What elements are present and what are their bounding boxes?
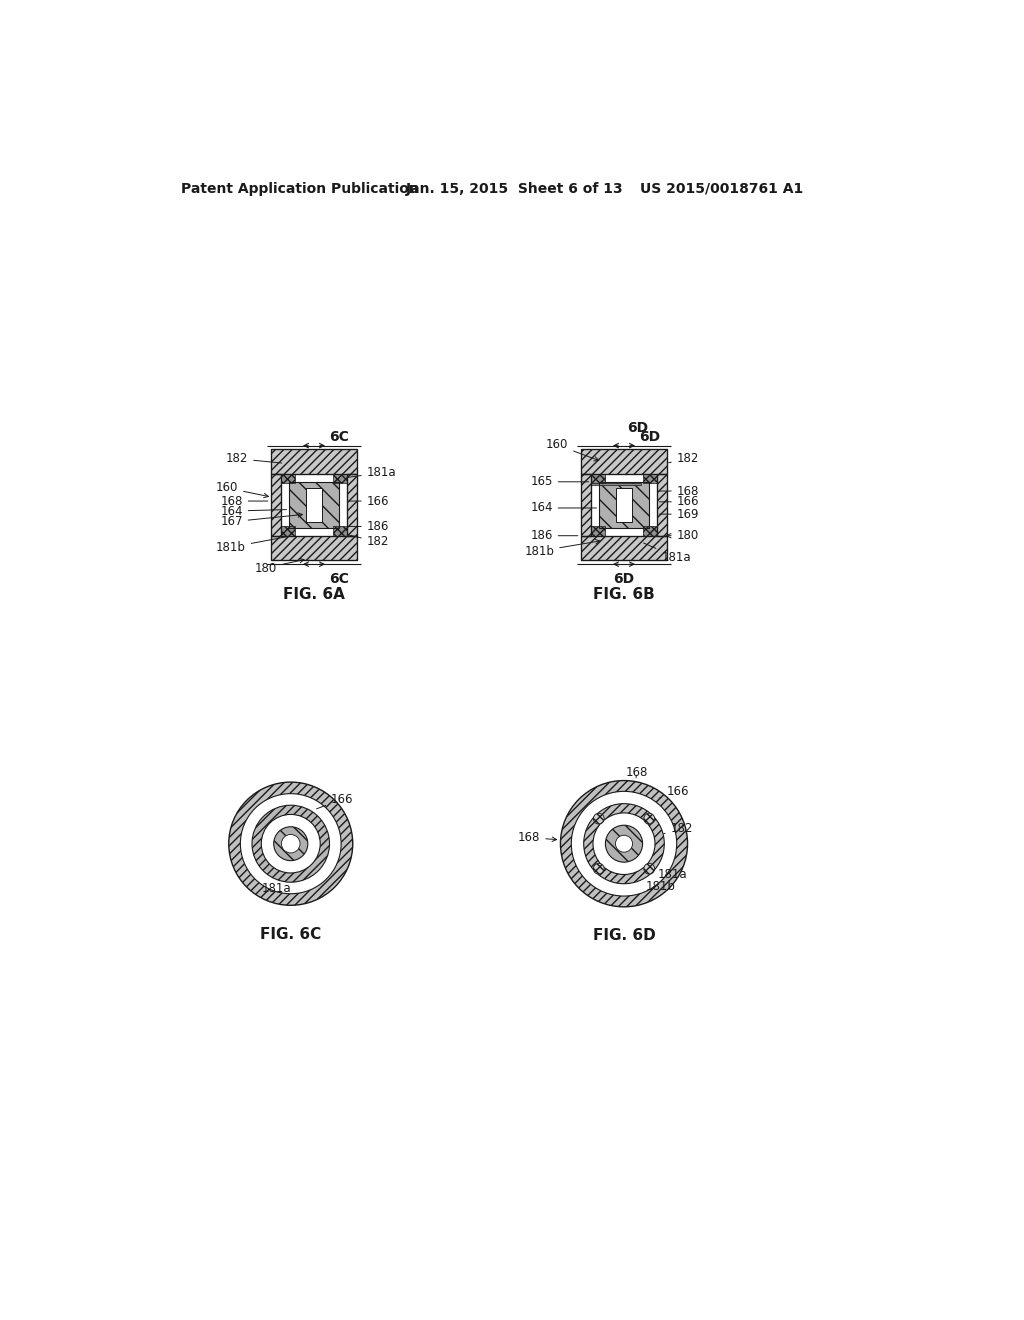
Bar <box>270 536 357 561</box>
Text: 181b: 181b <box>524 540 600 557</box>
Text: 165: 165 <box>530 475 589 488</box>
Text: Jan. 15, 2015  Sheet 6 of 13: Jan. 15, 2015 Sheet 6 of 13 <box>406 182 623 195</box>
Bar <box>306 488 322 521</box>
Bar <box>581 474 592 536</box>
Text: 180: 180 <box>667 529 699 543</box>
Text: 181b: 181b <box>641 878 676 892</box>
Text: 181a: 181a <box>262 875 292 895</box>
Text: 181a: 181a <box>651 869 688 880</box>
Text: 166: 166 <box>659 785 689 799</box>
Circle shape <box>605 825 643 862</box>
Text: FIG. 6D: FIG. 6D <box>593 928 655 944</box>
Bar <box>643 527 656 536</box>
Circle shape <box>560 780 687 907</box>
Bar <box>656 474 668 536</box>
Text: 182: 182 <box>669 453 699 465</box>
Bar <box>592 527 605 536</box>
Text: 6D: 6D <box>627 421 648 434</box>
Text: 186: 186 <box>349 520 389 533</box>
Bar <box>346 474 357 536</box>
Bar <box>282 527 295 536</box>
Circle shape <box>252 805 330 882</box>
Text: 6C: 6C <box>330 430 349 444</box>
Text: 166: 166 <box>349 495 389 508</box>
Bar <box>581 450 668 474</box>
Bar <box>616 488 632 521</box>
Text: 182: 182 <box>225 453 282 465</box>
Bar <box>270 450 357 474</box>
Circle shape <box>273 826 308 861</box>
Text: 164: 164 <box>220 504 287 517</box>
Text: 164: 164 <box>530 502 596 515</box>
Circle shape <box>584 804 665 884</box>
Bar <box>581 474 592 536</box>
Text: 160: 160 <box>216 482 268 498</box>
Text: FIG. 6C: FIG. 6C <box>260 927 322 942</box>
Bar <box>289 482 339 528</box>
Circle shape <box>282 834 300 853</box>
Text: 182: 182 <box>664 822 693 834</box>
Bar <box>643 474 656 483</box>
Text: 186: 186 <box>530 529 578 543</box>
Circle shape <box>241 793 341 894</box>
Bar <box>581 536 668 561</box>
Circle shape <box>228 781 352 906</box>
Text: 181a: 181a <box>342 466 396 479</box>
Bar <box>333 527 346 536</box>
Text: Patent Application Publication: Patent Application Publication <box>180 182 419 195</box>
Circle shape <box>593 813 604 824</box>
Bar <box>270 536 357 561</box>
Text: 166: 166 <box>659 495 699 508</box>
Text: 6D: 6D <box>613 572 635 586</box>
Bar <box>270 474 282 536</box>
Bar <box>581 536 668 561</box>
Bar <box>656 474 668 536</box>
Text: US 2015/0018761 A1: US 2015/0018761 A1 <box>640 182 803 195</box>
Text: 168: 168 <box>626 767 648 779</box>
Text: FIG. 6A: FIG. 6A <box>283 587 345 602</box>
Bar <box>581 450 668 474</box>
Text: 181a: 181a <box>644 543 691 564</box>
Bar <box>270 450 357 474</box>
Bar <box>592 474 605 483</box>
Circle shape <box>261 814 321 873</box>
Circle shape <box>644 813 654 824</box>
Bar <box>333 474 346 483</box>
Text: 160: 160 <box>546 438 599 461</box>
Bar <box>592 483 641 484</box>
Text: 166: 166 <box>316 792 353 809</box>
Circle shape <box>593 863 604 874</box>
Bar <box>270 474 282 536</box>
Text: 167: 167 <box>220 512 302 528</box>
Text: 182: 182 <box>341 533 389 548</box>
Text: 6D: 6D <box>640 430 660 444</box>
Text: 181b: 181b <box>216 536 290 554</box>
Text: 6C: 6C <box>330 572 349 586</box>
Circle shape <box>571 792 677 896</box>
Text: 168: 168 <box>518 832 557 843</box>
Text: 168: 168 <box>659 484 699 498</box>
Bar <box>346 474 357 536</box>
Bar <box>289 482 339 528</box>
Text: 169: 169 <box>659 508 699 520</box>
Bar <box>599 482 649 528</box>
Circle shape <box>615 836 633 853</box>
Text: 180: 180 <box>255 558 304 574</box>
Circle shape <box>644 863 654 874</box>
Bar <box>599 482 649 528</box>
Bar <box>282 474 295 483</box>
Circle shape <box>593 813 655 875</box>
Text: 168: 168 <box>220 495 268 508</box>
Text: 181b: 181b <box>299 837 329 854</box>
Text: FIG. 6B: FIG. 6B <box>593 587 655 602</box>
